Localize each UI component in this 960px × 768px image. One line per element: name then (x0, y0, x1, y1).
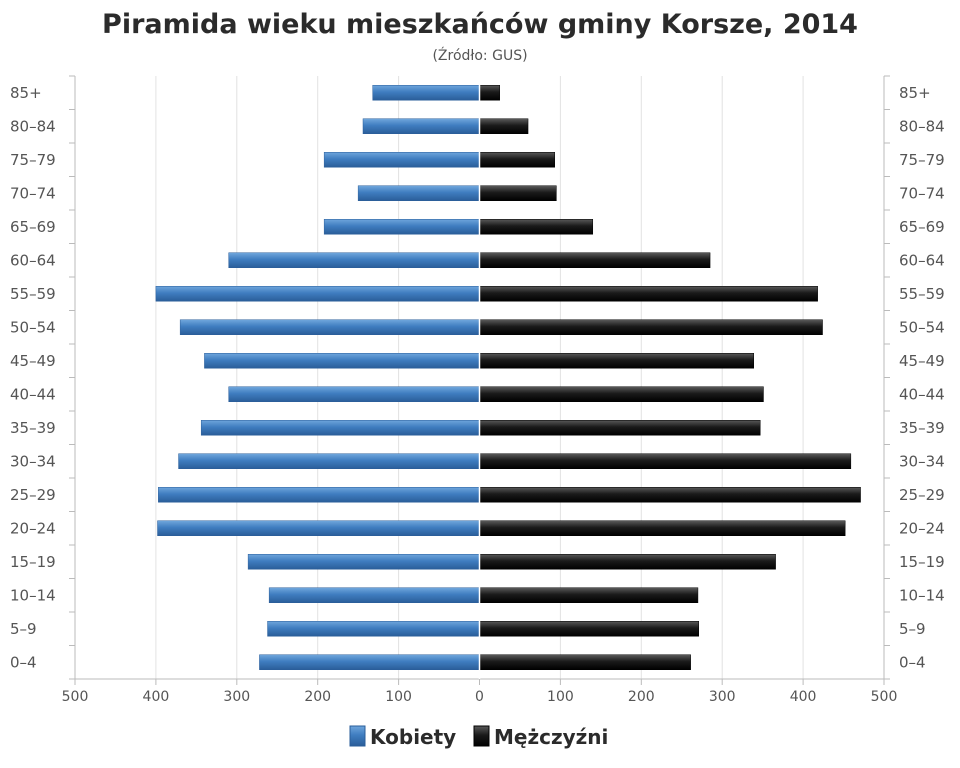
bar-mezczyzni-85+ (479, 85, 500, 101)
category-label-left: 5–9 (10, 620, 37, 638)
bar-kobiety-35–39 (200, 420, 480, 436)
bar-kobiety-15–19 (247, 554, 480, 570)
bar-mezczyzni-75–79 (479, 152, 555, 168)
category-label-right: 35–39 (899, 419, 945, 437)
category-label-right: 60–64 (899, 251, 945, 269)
category-label-left: 40–44 (10, 385, 56, 403)
bar-kobiety-55–59 (155, 286, 480, 302)
category-label-left: 35–39 (10, 419, 56, 437)
bar-kobiety-20–24 (157, 520, 480, 536)
bar-mezczyzni-65–69 (479, 219, 594, 235)
bar-kobiety-10–14 (268, 587, 480, 603)
bar-kobiety-40–44 (228, 386, 480, 402)
category-label-left: 30–34 (10, 452, 56, 470)
chart-title: Piramida wieku mieszkańców gminy Korsze,… (102, 9, 858, 40)
category-label-left: 70–74 (10, 184, 56, 202)
category-label-left: 25–29 (10, 486, 56, 504)
category-label-left: 85+ (10, 84, 42, 102)
category-label-right: 70–74 (899, 184, 945, 202)
chart-subtitle: (Źródło: GUS) (432, 46, 527, 64)
bar-mezczyzni-35–39 (479, 420, 761, 436)
bar-kobiety-45–49 (204, 353, 480, 369)
category-label-right: 65–69 (899, 218, 945, 236)
bar-kobiety-80–84 (362, 118, 480, 134)
bar-mezczyzni-50–54 (479, 319, 823, 335)
x-tick-label: 0 (475, 689, 484, 705)
category-label-left: 80–84 (10, 117, 56, 135)
x-tick-label: 400 (790, 689, 817, 705)
bar-mezczyzni-55–59 (479, 286, 818, 302)
category-label-right: 20–24 (899, 519, 945, 537)
category-label-left: 65–69 (10, 218, 56, 236)
x-tick-label: 300 (223, 689, 250, 705)
bar-kobiety-85+ (372, 85, 480, 101)
category-label-right: 5–9 (899, 620, 926, 638)
category-label-right: 85+ (899, 84, 931, 102)
category-label-right: 15–19 (899, 553, 945, 571)
bar-mezczyzni-60–64 (479, 252, 711, 268)
category-label-right: 50–54 (899, 318, 945, 336)
bar-mezczyzni-25–29 (479, 487, 861, 503)
bar-mezczyzni-15–19 (479, 554, 776, 570)
legend-swatch-mezczyzni (473, 725, 490, 747)
x-tick-labels: 500 400 300 200 100 0 100 200 300 400 500 (62, 689, 898, 705)
category-label-right: 45–49 (899, 352, 945, 370)
bar-kobiety-75–79 (323, 152, 480, 168)
x-tick-label: 500 (871, 689, 898, 705)
category-label-left: 55–59 (10, 285, 56, 303)
bars (155, 76, 861, 679)
right-category-labels: 0–4 5–9 10–14 15–19 20–24 25–29 30–34 35–39 40–4… (899, 84, 945, 672)
legend-label-mezczyzni: Mężczyźni (494, 725, 608, 749)
legend-swatch-kobiety (349, 725, 366, 747)
category-label-right: 80–84 (899, 117, 945, 135)
bar-kobiety-50–54 (179, 319, 480, 335)
bar-mezczyzni-30–34 (479, 453, 852, 469)
category-label-right: 75–79 (899, 151, 945, 169)
category-label-left: 20–24 (10, 519, 56, 537)
x-tick-label: 200 (304, 689, 331, 705)
category-label-right: 40–44 (899, 385, 945, 403)
bar-mezczyzni-40–44 (479, 386, 764, 402)
bar-kobiety-65–69 (323, 219, 480, 235)
category-label-right: 55–59 (899, 285, 945, 303)
category-label-left: 50–54 (10, 318, 56, 336)
bar-mezczyzni-45–49 (479, 353, 755, 369)
category-label-left: 75–79 (10, 151, 56, 169)
category-label-left: 45–49 (10, 352, 56, 370)
x-tick-label: 100 (547, 689, 574, 705)
x-tick-label: 500 (62, 689, 89, 705)
category-label-left: 10–14 (10, 586, 56, 604)
legend: Kobiety Mężczyźni (349, 725, 608, 749)
bar-kobiety-60–64 (228, 252, 480, 268)
bar-mezczyzni-10–14 (479, 587, 699, 603)
bar-kobiety-25–29 (158, 487, 480, 503)
x-tick-label: 300 (709, 689, 736, 705)
axes (69, 75, 890, 680)
left-category-labels: 0–4 5–9 10–14 15–19 20–24 25–29 30–34 35–39 40–4… (10, 84, 56, 672)
bar-kobiety-0–4 (259, 654, 480, 670)
category-label-right: 25–29 (899, 486, 945, 504)
legend-label-kobiety: Kobiety (370, 725, 456, 749)
category-label-right: 30–34 (899, 452, 945, 470)
bar-kobiety-70–74 (357, 185, 480, 201)
category-label-left: 15–19 (10, 553, 56, 571)
category-label-left: 60–64 (10, 251, 56, 269)
category-label-right: 0–4 (899, 653, 926, 671)
bar-mezczyzni-0–4 (479, 654, 691, 670)
bar-mezczyzni-20–24 (479, 520, 846, 536)
bar-kobiety-30–34 (178, 453, 480, 469)
category-label-left: 0–4 (10, 653, 37, 671)
x-tick-label: 200 (628, 689, 655, 705)
category-label-right: 10–14 (899, 586, 945, 604)
bar-mezczyzni-5–9 (479, 621, 699, 637)
x-tick-label: 100 (385, 689, 412, 705)
bar-mezczyzni-70–74 (479, 185, 557, 201)
bar-kobiety-5–9 (267, 621, 480, 637)
x-tick-label: 400 (143, 689, 170, 705)
bar-mezczyzni-80–84 (479, 118, 529, 134)
